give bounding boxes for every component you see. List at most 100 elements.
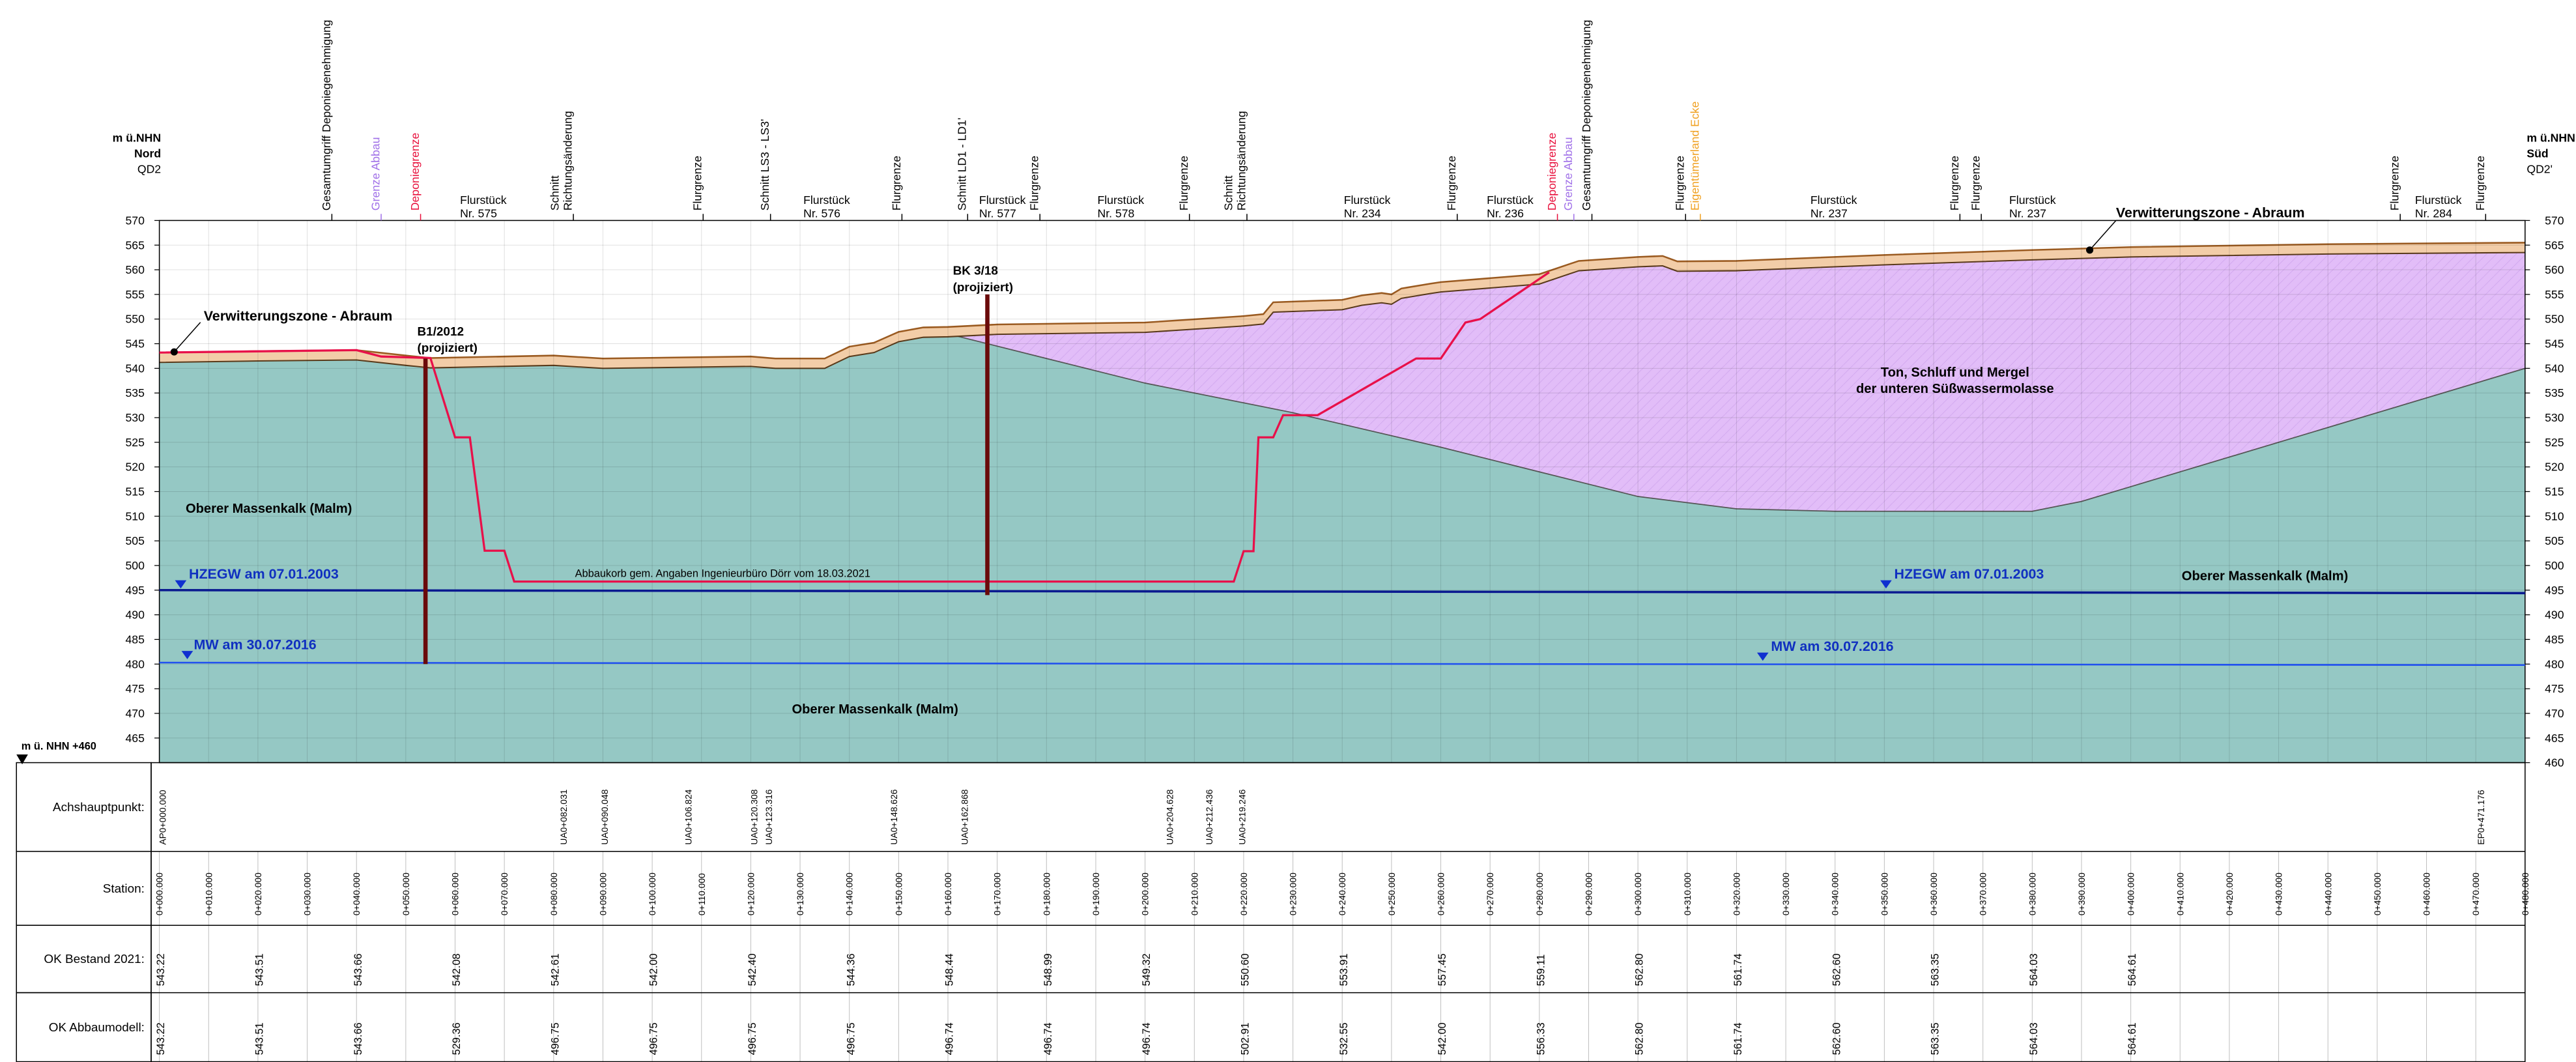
y-tick-label-left: 485 [125, 633, 145, 646]
elevation-value: 496.74 [944, 1022, 956, 1055]
top-label: Schnitt [548, 175, 561, 210]
elevation-value: 548.99 [1042, 953, 1054, 986]
top-label: Nr. 236 [1487, 207, 1524, 220]
top-label: Flurstück [979, 194, 1026, 207]
top-label: Nr. 237 [1810, 207, 1848, 220]
elevation-value: 542.40 [747, 953, 758, 986]
y-tick-label-right: 505 [2545, 534, 2564, 547]
axis-point: UA0+204.628 [1164, 789, 1175, 844]
y-tick-label-left: 550 [125, 313, 145, 326]
axis-point: UA0+162.868 [959, 789, 969, 844]
elevation-value: 502.91 [1239, 1022, 1251, 1055]
plot-label: MW am 30.07.2016 [1771, 639, 1893, 654]
station-label: 0+470.000 [2470, 872, 2481, 915]
y-tick-label-left: 500 [125, 559, 145, 572]
water-marker [181, 651, 193, 659]
station-label: 0+050.000 [401, 872, 411, 915]
y-tick-label-left: 530 [125, 411, 145, 424]
elevation-value: 564.03 [2028, 1022, 2040, 1055]
elevation-value: 496.74 [1141, 1022, 1152, 1055]
top-label: Flurstück [803, 194, 850, 207]
y-tick-label-left: 505 [125, 534, 145, 547]
top-label: Schnitt [1222, 175, 1235, 210]
y-tick-label-right: 520 [2545, 461, 2564, 474]
elevation-value: 561.74 [1732, 953, 1744, 986]
top-label: Flurstück [1810, 194, 1857, 207]
y-tick-label-left: 545 [125, 337, 145, 351]
y-tick-label-left: 540 [125, 362, 145, 375]
top-label: Grenze Abbau [1562, 137, 1575, 210]
top-label: Nr. 575 [460, 207, 497, 220]
station-label: 0+440.000 [2323, 872, 2333, 915]
top-label: Schnitt LS3 - LS3' [758, 119, 771, 211]
top-label: Flurgrenze [1028, 156, 1041, 211]
datum-marker [16, 754, 28, 765]
y-tick-label-left: 490 [125, 609, 145, 622]
elevation-value: 564.61 [2126, 953, 2138, 986]
molasse-boundary [957, 336, 2526, 512]
plot-label: HZEGW am 07.01.2003 [1895, 566, 2044, 582]
elevation-value: 564.61 [2126, 1022, 2138, 1055]
plot-label: Oberer Massenkalk (Malm) [792, 702, 958, 717]
molasse-hatch [958, 252, 2525, 511]
plot-label: Abbaukorb gem. Angaben Ingenieurbüro Dör… [575, 568, 870, 580]
elevation-value: 532.55 [1338, 1022, 1350, 1055]
top-label: Deponiegrenze [408, 132, 422, 210]
weathering-base [159, 251, 2525, 369]
station-label: 0+120.000 [745, 872, 756, 915]
excavation-line [159, 271, 1550, 583]
elevation-value: 496.75 [549, 1022, 561, 1055]
top-label: Flurgrenze [1445, 156, 1458, 211]
y-tick-label-right: 465 [2545, 732, 2564, 745]
top-label: Grenze Abbau [369, 137, 382, 210]
station-label: 0+270.000 [1485, 872, 1495, 915]
elevation-value: 542.61 [549, 953, 561, 986]
top-label: Flurgrenze [1969, 156, 1982, 211]
plot-label: der unteren Süßwassermolasse [1856, 382, 2054, 396]
station-label: 0+140.000 [844, 872, 855, 915]
datum-label: m ü. NHN +460 [21, 740, 96, 752]
station-label: 0+010.000 [203, 872, 214, 915]
station-label: 0+000.000 [154, 872, 165, 915]
top-label: Nr. 578 [1097, 207, 1134, 220]
elevation-value: 544.36 [845, 953, 857, 986]
row-label: Station: [103, 882, 145, 896]
elevation-value: 543.51 [253, 953, 265, 986]
elevation-value: 496.75 [845, 1022, 857, 1055]
elevation-value: 550.60 [1239, 953, 1251, 986]
station-label: 0+430.000 [2274, 872, 2284, 915]
station-label: 0+340.000 [1830, 872, 1840, 915]
y-tick-label-left: 475 [125, 682, 145, 695]
plot-label: (projiziert) [953, 281, 1013, 294]
station-label: 0+030.000 [302, 872, 313, 915]
station-label: 0+090.000 [598, 872, 608, 915]
station-label: 0+070.000 [499, 872, 509, 915]
y-tick-label-right: 530 [2545, 411, 2564, 424]
plot-label: (projiziert) [418, 341, 478, 355]
axis-point: UA0+219.246 [1237, 789, 1247, 844]
top-label: Nr. 237 [2009, 207, 2046, 220]
station-label: 0+330.000 [1781, 872, 1791, 915]
top-label: Flurstück [1097, 194, 1144, 207]
y-tick-label-left: 495 [125, 584, 145, 597]
station-label: 0+100.000 [647, 872, 657, 915]
elevation-value: 562.80 [1634, 1022, 1646, 1055]
row-label: Achshauptpunkt: [53, 801, 145, 814]
point [170, 348, 178, 356]
y-tick-label-right: 555 [2545, 288, 2564, 301]
top-label: Flurgrenze [890, 156, 903, 211]
elevation-value: 564.03 [2028, 953, 2040, 986]
elevation-value: 496.75 [648, 1022, 660, 1055]
top-label: Flurstück [1487, 194, 1534, 207]
axis-point: EP0+471.176 [2476, 790, 2486, 845]
y-tick-label-left: 565 [125, 238, 145, 251]
station-label: 0+170.000 [992, 872, 1003, 915]
water-marker [1756, 652, 1769, 661]
y-tick-label-left: 480 [125, 657, 145, 670]
top-label: Deponiegrenze [1545, 132, 1558, 210]
axis-point: UA0+123.316 [764, 789, 774, 844]
y-tick-label-right: 480 [2545, 657, 2564, 670]
y-tick-label-right: 545 [2545, 337, 2564, 351]
top-label: Nr. 284 [2415, 207, 2452, 220]
